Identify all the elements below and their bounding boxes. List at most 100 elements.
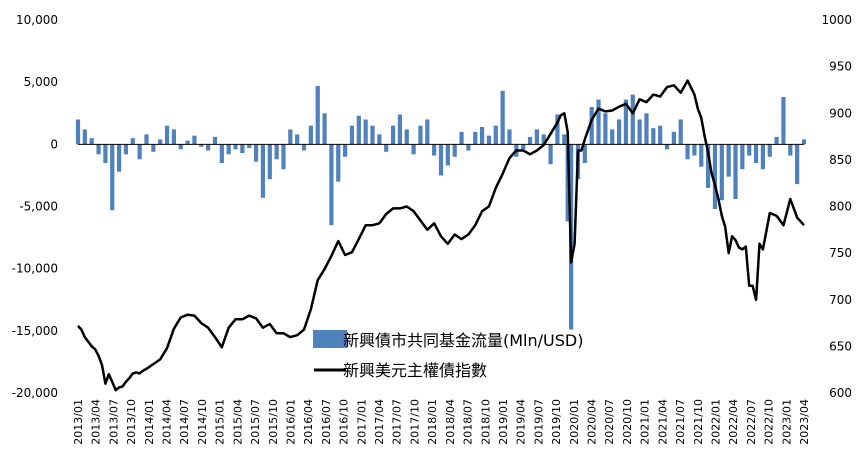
flow-bar [411, 144, 416, 155]
flow-bar [589, 107, 594, 145]
right-axis-ticks: 1000 950 900 850 800 750 700 650 600 [821, 13, 852, 400]
flow-bar [479, 126, 485, 145]
x-tick-label: 2014/10 [196, 399, 209, 445]
right-tick-label: 950 [829, 60, 852, 74]
x-tick-label: 2017/07 [391, 399, 404, 445]
x-tick-label: 2015/04 [231, 399, 244, 445]
flow-bar [267, 144, 272, 180]
x-tick-label: 2021/01 [639, 399, 652, 445]
x-tick-label: 2021/04 [656, 399, 669, 445]
flow-bar [726, 144, 731, 177]
flow-bar [130, 138, 135, 145]
x-tick-label: 2020/07 [603, 399, 616, 445]
left-tick-label: -15,000 [12, 324, 58, 338]
flow-bar [110, 144, 115, 211]
flow-bar [404, 129, 409, 145]
left-tick-label: 5,000 [24, 75, 58, 89]
flow-bar [260, 144, 266, 198]
x-tick-label: 2014/01 [143, 399, 156, 445]
right-tick-label: 800 [829, 200, 852, 214]
x-tick-label: 2015/07 [249, 399, 262, 445]
flow-bar [370, 125, 375, 145]
flow-bar [240, 144, 245, 154]
right-tick-label: 700 [829, 293, 852, 307]
x-tick-label: 2018/07 [462, 399, 475, 445]
flow-bar [671, 131, 676, 145]
flow-bar [644, 113, 649, 145]
flow-bar [343, 144, 348, 157]
flow-bar [432, 144, 437, 156]
flow-bar [185, 140, 190, 145]
flow-bar [555, 114, 560, 145]
flow-bar [336, 144, 341, 182]
flow-bar [753, 144, 759, 163]
flow-bar [377, 134, 382, 145]
flow-bar [740, 144, 745, 170]
x-tick-label: 2017/01 [355, 399, 368, 445]
flow-bar [767, 144, 772, 157]
flow-bar [199, 144, 204, 147]
flow-bar [801, 139, 807, 145]
flow-bar [548, 144, 553, 165]
flow-bar [699, 144, 704, 167]
flow-bar [233, 144, 238, 150]
x-tick-label: 2013/01 [72, 399, 85, 445]
flow-bar [397, 114, 403, 145]
flow-bar [192, 135, 197, 145]
flow-bar [219, 144, 224, 163]
left-tick-label: -10,000 [12, 262, 58, 276]
flow-bar [315, 85, 320, 145]
x-tick-label: 2019/10 [550, 399, 563, 445]
flow-bar [507, 129, 512, 145]
flow-bar [116, 144, 122, 172]
x-tick-label: 2017/10 [408, 399, 421, 445]
x-tick-label: 2022/04 [727, 399, 740, 445]
legend-label-flows: 新興債市共同基金流量(Mln/USD) [343, 331, 583, 350]
flow-bar [253, 144, 259, 162]
legend-swatch-flows [313, 330, 347, 348]
legend: 新興債市共同基金流量(Mln/USD) 新興美元主權債指數 [313, 330, 583, 380]
flow-bar [565, 144, 570, 222]
flow-bar [486, 135, 492, 145]
right-tick-label: 600 [829, 386, 852, 400]
flow-bar [103, 144, 108, 163]
flow-bar [719, 144, 724, 201]
flow-bar [281, 144, 286, 170]
flow-bar [123, 144, 129, 155]
flow-bar [527, 136, 533, 145]
flow-bar [596, 99, 601, 145]
flow-bar [390, 125, 396, 145]
flow-bar [760, 144, 766, 170]
flow-bar [144, 134, 149, 145]
flow-bar [158, 139, 163, 145]
left-tick-label: 0 [50, 137, 58, 151]
flow-bar [610, 129, 615, 145]
flow-bar [658, 125, 663, 145]
flow-bar [384, 144, 389, 152]
x-tick-label: 2015/01 [214, 399, 227, 445]
right-tick-label: 1000 [821, 13, 852, 27]
flow-bar [541, 134, 546, 145]
flow-bar [137, 144, 142, 160]
right-tick-label: 900 [829, 106, 852, 120]
flow-bar [178, 144, 183, 150]
x-tick-label: 2014/04 [161, 399, 174, 445]
x-tick-label: 2022/01 [709, 399, 722, 445]
flow-bar [616, 119, 622, 145]
x-tick-label: 2019/07 [532, 399, 545, 445]
x-tick-label: 2013/04 [90, 399, 103, 445]
x-tick-label: 2016/04 [302, 399, 315, 445]
flow-bar [171, 129, 176, 145]
flow-bar [795, 144, 800, 185]
flow-bar [274, 144, 279, 160]
flow-bar [664, 144, 670, 150]
right-tick-label: 750 [829, 246, 852, 260]
flow-bar [295, 134, 300, 145]
flow-bar [308, 125, 313, 145]
legend-label-index: 新興美元主權債指數 [343, 361, 487, 380]
x-tick-label: 2019/04 [515, 399, 528, 445]
x-axis-ticks: 2013/01 2013/04 2013/07 2013/10 2014/01 2014/… [72, 399, 811, 445]
flow-bar [247, 144, 252, 149]
x-tick-label: 2018/10 [479, 399, 492, 445]
x-tick-label: 2016/10 [338, 399, 351, 445]
